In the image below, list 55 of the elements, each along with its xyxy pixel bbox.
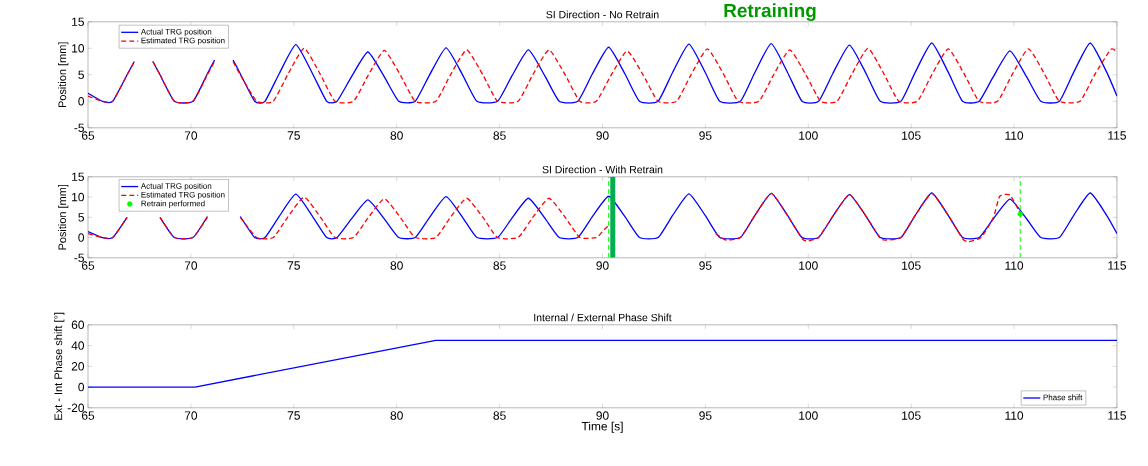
x-tick-label: 95 — [699, 131, 712, 140]
x-tick-label: 95 — [699, 261, 712, 270]
x-tick-label: 95 — [699, 411, 712, 420]
y-axis-title: Ext - Int Phase shift [°] — [54, 312, 65, 420]
x-tick-label: 75 — [287, 261, 300, 270]
x-tick-label: 105 — [902, 131, 921, 140]
y-tick-label: -5 — [74, 123, 84, 133]
x-tick-label: 70 — [184, 411, 198, 420]
x-tick-label: 85 — [493, 411, 506, 420]
y-tick-label: 20 — [71, 362, 85, 371]
y-tick-label: 0 — [78, 233, 85, 242]
x-tick-label: 115 — [1108, 131, 1126, 140]
x-axis-title: Time [s] — [581, 421, 623, 433]
y-tick-label: 15 — [72, 17, 84, 27]
x-tick-label: 100 — [799, 411, 818, 420]
y-tick-label: 40 — [71, 341, 85, 350]
y-tick-label: 10 — [72, 44, 85, 53]
x-tick-label: 70 — [184, 261, 198, 270]
x-tick-label: 85 — [493, 261, 506, 270]
y-tick-label: 0 — [78, 382, 85, 392]
x-tick-label: 110 — [1005, 411, 1024, 420]
chart-title: Internal / External Phase Shift — [534, 313, 672, 322]
y-tick-label: 60 — [71, 320, 85, 330]
x-tick-label: 80 — [390, 411, 403, 420]
x-tick-label: 105 — [902, 261, 921, 270]
x-tick-label: 65 — [81, 131, 95, 140]
y-tick-label: 5 — [78, 70, 84, 80]
x-tick-label: 65 — [81, 411, 95, 420]
x-tick-label: 65 — [81, 261, 95, 270]
y-tick-label: 10 — [72, 192, 85, 202]
x-tick-label: 85 — [493, 131, 506, 140]
y-axis-title: Position [mm] — [58, 185, 69, 250]
y-tick-label: 15 — [72, 172, 84, 182]
y-tick-label: -5 — [74, 253, 84, 263]
x-tick-label: 115 — [1108, 261, 1126, 270]
text: Retraining — [724, 3, 816, 22]
x-tick-label: 80 — [390, 131, 403, 140]
x-tick-label: 70 — [184, 131, 198, 140]
chart-title: SI Direction - With Retrain — [542, 165, 663, 174]
x-tick-label: 110 — [1005, 131, 1024, 140]
x-tick-label: 110 — [1005, 261, 1024, 270]
x-tick-label: 100 — [799, 131, 818, 140]
x-tick-label: 75 — [287, 131, 300, 140]
x-tick-label: 80 — [390, 261, 403, 270]
x-tick-label: 90 — [596, 131, 609, 140]
y-tick-label: 0 — [78, 97, 85, 106]
x-tick-label: 90 — [596, 261, 609, 270]
y-axis-title: Position [mm] — [58, 42, 69, 108]
chart-title: SI Direction - No Retrain — [546, 10, 659, 19]
x-tick-label: 75 — [287, 411, 300, 420]
x-tick-label: 105 — [902, 411, 921, 420]
x-tick-label: 90 — [596, 411, 609, 420]
x-tick-label: 100 — [799, 261, 818, 270]
x-tick-label: 115 — [1108, 411, 1126, 420]
y-tick-label: 5 — [78, 213, 84, 222]
